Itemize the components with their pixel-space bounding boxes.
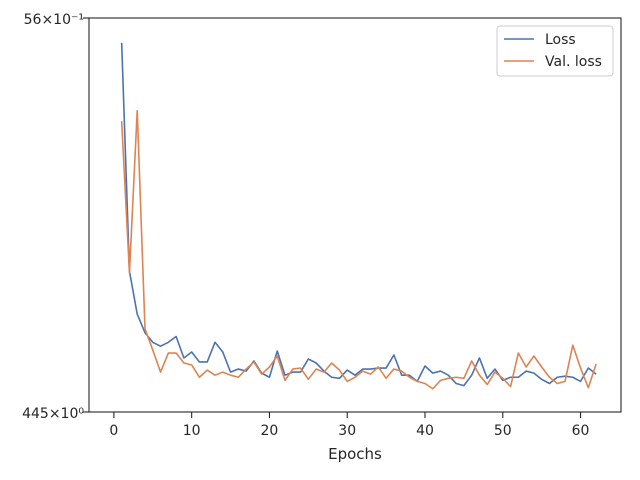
x-tick-label: 50 <box>494 423 512 439</box>
x-axis-label: Epochs <box>328 445 382 463</box>
series-line-loss <box>120 42 597 387</box>
axes-frame <box>88 17 622 413</box>
x-tick-label: 10 <box>183 423 201 439</box>
plot-area <box>88 17 622 413</box>
x-tick-label: 20 <box>261 423 279 439</box>
legend-label-val-loss: Val. loss <box>545 54 602 70</box>
y-tick-label-bottom: 445×10⁰ <box>22 406 84 422</box>
x-tick-label: 30 <box>338 423 356 439</box>
series-layer <box>120 42 597 390</box>
legend-label-loss: Loss <box>545 32 576 48</box>
series-line-val-loss <box>120 109 597 390</box>
y-tick-label-top: 56×10⁻¹ <box>24 12 84 28</box>
x-axis-ticks: 0 10 20 30 40 50 60 <box>109 412 589 439</box>
legend: Loss Val. loss <box>496 25 614 77</box>
x-tick-label: 60 <box>572 423 590 439</box>
y-axis-labels: 56×10⁻¹ 445×10⁰ <box>22 12 89 422</box>
x-tick-label: 0 <box>109 423 118 439</box>
x-tick-label: 40 <box>416 423 434 439</box>
